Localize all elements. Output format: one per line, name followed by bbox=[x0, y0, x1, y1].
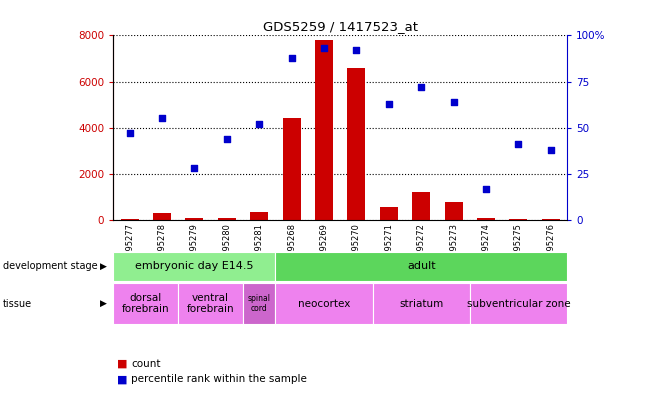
Bar bbox=[542, 219, 560, 220]
Text: development stage: development stage bbox=[3, 261, 98, 271]
Bar bbox=[477, 218, 495, 220]
Text: ■: ■ bbox=[117, 374, 127, 384]
Bar bbox=[250, 212, 268, 220]
Text: percentile rank within the sample: percentile rank within the sample bbox=[131, 374, 307, 384]
Bar bbox=[153, 213, 171, 220]
Title: GDS5259 / 1417523_at: GDS5259 / 1417523_at bbox=[262, 20, 418, 33]
Text: ▶: ▶ bbox=[100, 299, 107, 308]
Point bbox=[481, 185, 491, 192]
Bar bbox=[113, 283, 178, 324]
Bar bbox=[380, 208, 398, 220]
Text: ventral
forebrain: ventral forebrain bbox=[187, 293, 235, 314]
Text: count: count bbox=[131, 358, 161, 369]
Point bbox=[189, 165, 200, 171]
Bar bbox=[283, 119, 301, 220]
Bar bbox=[470, 283, 567, 324]
Point bbox=[319, 45, 329, 51]
Bar bbox=[243, 283, 275, 324]
Text: neocortex: neocortex bbox=[298, 299, 350, 309]
Bar bbox=[315, 40, 333, 220]
Point bbox=[384, 101, 394, 107]
Point bbox=[124, 130, 135, 136]
Text: ■: ■ bbox=[117, 358, 127, 369]
Text: ▶: ▶ bbox=[100, 262, 107, 271]
Text: dorsal
forebrain: dorsal forebrain bbox=[122, 293, 170, 314]
Point bbox=[351, 47, 362, 53]
Text: spinal
cord: spinal cord bbox=[248, 294, 271, 313]
Point bbox=[222, 136, 232, 142]
Text: striatum: striatum bbox=[399, 299, 443, 309]
Point bbox=[157, 116, 167, 122]
Text: embryonic day E14.5: embryonic day E14.5 bbox=[135, 261, 253, 271]
Bar bbox=[509, 219, 527, 220]
Point bbox=[286, 54, 297, 61]
Point bbox=[254, 121, 264, 127]
Bar bbox=[185, 218, 203, 220]
Bar bbox=[347, 68, 365, 220]
Point bbox=[546, 147, 556, 153]
Bar bbox=[445, 202, 463, 220]
Text: subventricular zone: subventricular zone bbox=[467, 299, 570, 309]
Bar bbox=[412, 192, 430, 220]
Point bbox=[513, 141, 524, 147]
Text: tissue: tissue bbox=[3, 299, 32, 309]
Bar bbox=[113, 252, 275, 281]
Bar bbox=[373, 283, 470, 324]
Text: adult: adult bbox=[407, 261, 435, 271]
Bar bbox=[218, 218, 236, 220]
Bar bbox=[178, 283, 243, 324]
Bar bbox=[121, 219, 139, 220]
Point bbox=[448, 99, 459, 105]
Point bbox=[416, 84, 426, 90]
Bar bbox=[275, 252, 567, 281]
Bar bbox=[275, 283, 373, 324]
